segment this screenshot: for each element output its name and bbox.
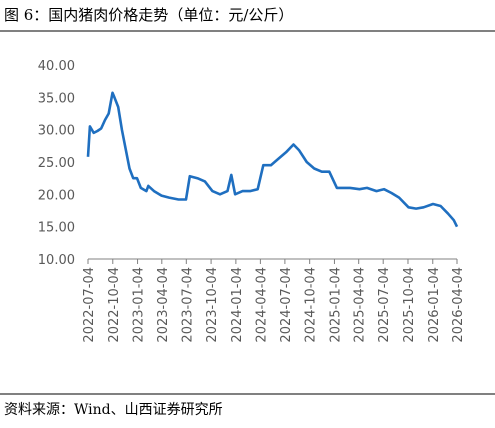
x-tick-label: 2024-01-04 (230, 267, 245, 343)
y-tick-label: 10.00 (38, 253, 75, 268)
x-tick-label: 2024-04-04 (254, 267, 269, 343)
x-tick-label: 2023-04-04 (156, 267, 171, 343)
y-tick-label: 35.00 (38, 91, 75, 106)
x-tick-label: 2025-04-04 (353, 267, 368, 343)
y-tick-label: 25.00 (38, 156, 75, 171)
chart-title: 图 6：国内猪肉价格走势（单位：元/公斤） (4, 6, 293, 24)
x-tick-label: 2026-01-04 (427, 267, 442, 343)
x-tick-label: 2024-10-04 (304, 267, 319, 343)
y-tick-label: 40.00 (38, 59, 75, 74)
y-tick-label: 15.00 (38, 221, 75, 236)
x-tick-label: 2023-10-04 (205, 267, 220, 343)
x-tick-label: 2025-07-04 (377, 267, 392, 343)
y-tick-label: 20.00 (38, 188, 75, 203)
x-tick-label: 2022-10-04 (107, 267, 122, 343)
source: 资料来源：Wind、山西证券研究所 (4, 402, 223, 418)
x-tick-label: 2025-01-04 (328, 267, 343, 343)
x-tick-label: 2026-04-04 (451, 267, 466, 343)
y-tick-label: 30.00 (38, 124, 75, 139)
x-tick-label: 2023-07-04 (180, 267, 195, 343)
x-tick-label: 2025-10-04 (402, 267, 417, 343)
price-line (86, 91, 459, 228)
x-tick-label: 2022-07-04 (82, 267, 97, 343)
x-tick-label: 2024-07-04 (279, 267, 294, 343)
x-tick-label: 2023-01-04 (132, 267, 147, 343)
